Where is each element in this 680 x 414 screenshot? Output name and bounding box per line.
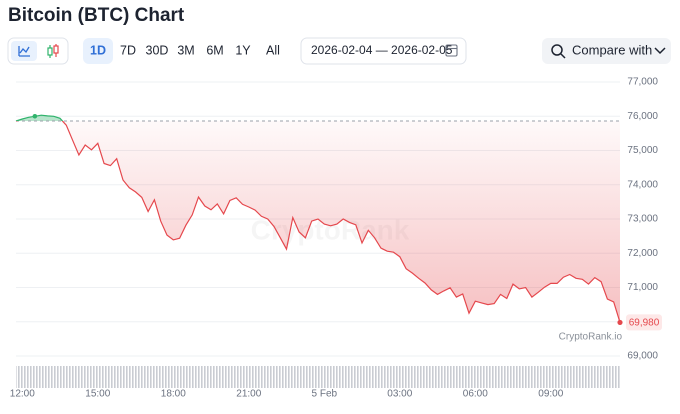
- x-tick-label: 03:00: [387, 389, 412, 400]
- compare-button[interactable]: [542, 38, 671, 64]
- source-label: CryptoRank.io: [559, 332, 623, 343]
- toggle-line[interactable]: [11, 41, 37, 61]
- range-button[interactable]: All: [266, 43, 280, 57]
- y-tick-label: 75,000: [627, 145, 658, 156]
- range-button[interactable]: 30D: [146, 43, 169, 57]
- page-title: Bitcoin (BTC) Chart: [8, 5, 185, 26]
- range-button[interactable]: 1D: [90, 43, 106, 57]
- range-button[interactable]: 6M: [206, 43, 223, 57]
- last-price-label: 69,980: [629, 318, 660, 329]
- date-picker[interactable]: [300, 37, 467, 65]
- y-tick-label: 73,000: [627, 214, 658, 225]
- x-tick-label: 09:00: [538, 389, 563, 400]
- x-tick-label: 15:00: [85, 389, 110, 400]
- compare-label: Compare with: [572, 42, 652, 57]
- range-buttons: 1D 7D 30D 3M 6M 1Y All: [83, 38, 280, 64]
- toggle-candle[interactable]: [47, 44, 59, 58]
- last-price-badge: [626, 314, 662, 331]
- x-tick-label: 12:00: [10, 389, 35, 400]
- x-tick-label: 18:00: [161, 389, 186, 400]
- range-active[interactable]: [83, 38, 113, 64]
- range-button[interactable]: 3M: [177, 43, 194, 57]
- price-line: [15, 114, 621, 323]
- y-tick-label: 77,000: [627, 77, 658, 88]
- calendar-icon: [445, 44, 458, 57]
- range-button[interactable]: 7D: [120, 43, 136, 57]
- y-tick-label: 69,000: [627, 351, 658, 362]
- y-tick-label: 76,000: [627, 111, 658, 122]
- line-icon: [18, 46, 30, 57]
- search-icon: [551, 44, 566, 59]
- y-tick-label: 71,000: [627, 282, 658, 293]
- x-tick-label: 5 Feb: [312, 389, 338, 400]
- y-tick-label: 72,000: [627, 248, 658, 259]
- range-button[interactable]: 1Y: [235, 43, 251, 57]
- chart-type-toggle: [7, 37, 69, 65]
- x-tick-label: 21:00: [236, 389, 261, 400]
- start-dot: [32, 113, 38, 119]
- end-dot: [617, 319, 623, 326]
- volume-strip: [16, 366, 620, 388]
- y-tick-label: 74,000: [627, 179, 658, 190]
- plot: 69,00070,00071,00072,00073,00074,00075,0…: [10, 77, 662, 400]
- chevron: [654, 47, 666, 55]
- x-tick-label: 06:00: [463, 389, 488, 400]
- date-range: 2026-02-04 — 2026-02-05: [311, 43, 453, 57]
